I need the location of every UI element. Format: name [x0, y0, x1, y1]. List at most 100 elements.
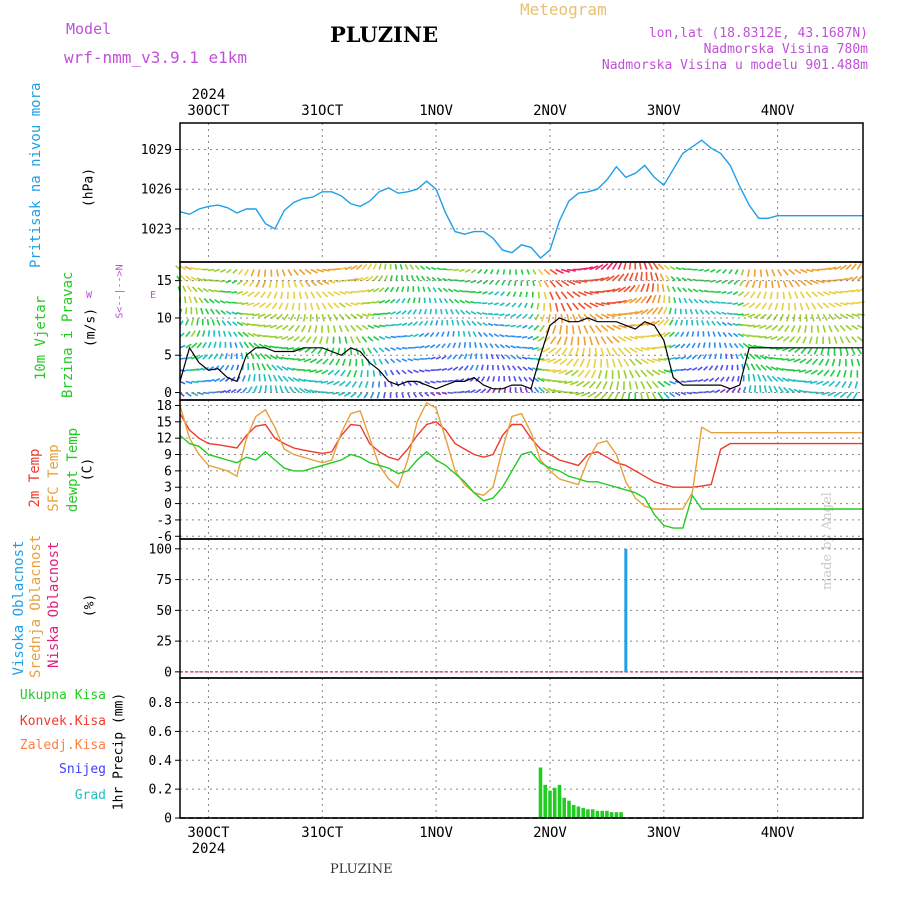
wind-arrow	[613, 392, 620, 401]
wind-arrow	[517, 365, 523, 371]
wind-arrow	[508, 375, 511, 382]
wind-arrow	[466, 320, 471, 326]
wind-arrow	[542, 386, 551, 394]
wind-arrow	[778, 386, 784, 393]
wind-arrow	[526, 269, 530, 275]
wind-arrow	[470, 300, 477, 304]
top-day-label: 31OCT	[301, 103, 344, 119]
wind-arrow	[298, 291, 302, 300]
wind-arrow	[453, 288, 460, 293]
wind-arrow	[185, 343, 192, 349]
wind-arrow	[663, 306, 668, 315]
wind-arrow	[640, 369, 648, 378]
wind-arrow	[852, 392, 858, 400]
y-tick-label: 6	[164, 464, 172, 479]
wind-arrow	[584, 369, 591, 379]
wind-arrow	[435, 331, 440, 338]
wind-arrow	[676, 276, 682, 282]
wind-arrow	[606, 336, 614, 344]
wind-arrow	[697, 378, 704, 383]
wind-arrow	[376, 392, 380, 399]
wind-arrow	[452, 342, 457, 349]
wind-arrow	[611, 261, 618, 270]
wind-arrow	[435, 391, 442, 396]
wind-arrow	[602, 381, 608, 390]
wind-arrow	[315, 302, 321, 311]
wind-arrow	[849, 370, 853, 378]
wind-arrow	[321, 369, 329, 375]
wind-arrow	[399, 263, 403, 270]
wind-arrow	[595, 277, 605, 282]
wind-arrow	[350, 277, 359, 282]
wind-arrow	[703, 289, 710, 293]
wind-arrow	[657, 306, 664, 315]
wind-arrow	[436, 277, 443, 282]
wind-arrow	[315, 358, 323, 365]
wind-arrow	[804, 325, 807, 333]
wind-arrow	[482, 291, 488, 295]
wind-arrow	[284, 385, 289, 393]
wind-arrow	[811, 302, 817, 310]
wind-arrow	[252, 302, 261, 308]
wind-arrow	[811, 358, 819, 366]
wind-arrow	[327, 279, 336, 284]
wind-arrow	[794, 268, 802, 275]
wind-arrow	[430, 356, 436, 360]
wind-arrow	[458, 353, 463, 360]
wind-arrow	[843, 369, 847, 378]
wind-arrow	[355, 347, 360, 356]
y-tick-label: 15	[156, 274, 172, 289]
y-tick-label: 12	[156, 432, 172, 447]
wind-arrow	[657, 294, 661, 304]
wind-arrow	[179, 380, 186, 385]
wind-arrow	[487, 302, 494, 305]
wind-arrow	[556, 336, 563, 345]
wind-arrow	[850, 358, 854, 367]
wind-arrow	[704, 299, 710, 304]
wind-arrow	[618, 324, 627, 329]
wind-arrow	[437, 287, 443, 293]
wind-arrow	[727, 322, 733, 327]
wind-arrow	[441, 391, 448, 395]
wind-arrow	[723, 342, 728, 349]
wind-arrow	[758, 335, 767, 339]
wind-arrow	[474, 342, 477, 348]
wind-arrow	[629, 347, 638, 353]
wind-arrow	[628, 369, 634, 379]
y-tick-label: 0.2	[149, 783, 172, 798]
wind-arrow	[765, 365, 773, 371]
wind-arrow	[483, 269, 489, 275]
wind-arrow	[663, 380, 671, 387]
wind-arrow	[394, 263, 398, 270]
wind-arrow	[272, 374, 278, 382]
wind-arrow	[725, 376, 730, 382]
wind-arrow	[475, 364, 479, 371]
wind-arrow	[593, 391, 602, 399]
wind-arrow	[515, 269, 518, 275]
wind-arrow	[407, 321, 413, 327]
wind-arrow	[788, 291, 792, 300]
wind-arrow	[686, 391, 693, 395]
wind-arrow	[389, 369, 395, 376]
y-tick-label: 0.4	[149, 754, 173, 769]
wind-arrow	[691, 331, 695, 337]
wind-arrow	[264, 344, 272, 349]
wind-arrow	[185, 331, 191, 338]
wind-arrow	[734, 269, 739, 275]
wind-arrow	[355, 324, 363, 331]
wind-arrow	[276, 313, 283, 320]
wind-arrow	[769, 291, 773, 300]
wind-arrow	[541, 358, 551, 362]
wind-arrow	[726, 291, 733, 295]
wind-arrow	[629, 297, 638, 304]
wind-arrow	[609, 381, 614, 391]
wind-arrow	[747, 373, 750, 382]
wind-arrow	[572, 279, 582, 285]
wind-arrow	[522, 313, 528, 319]
wind-arrow	[302, 314, 306, 322]
wind-arrow	[338, 313, 345, 321]
wind-arrow	[772, 313, 779, 321]
wind-arrow	[657, 369, 667, 375]
wind-arrow	[276, 269, 280, 277]
wind-arrow	[831, 358, 836, 367]
